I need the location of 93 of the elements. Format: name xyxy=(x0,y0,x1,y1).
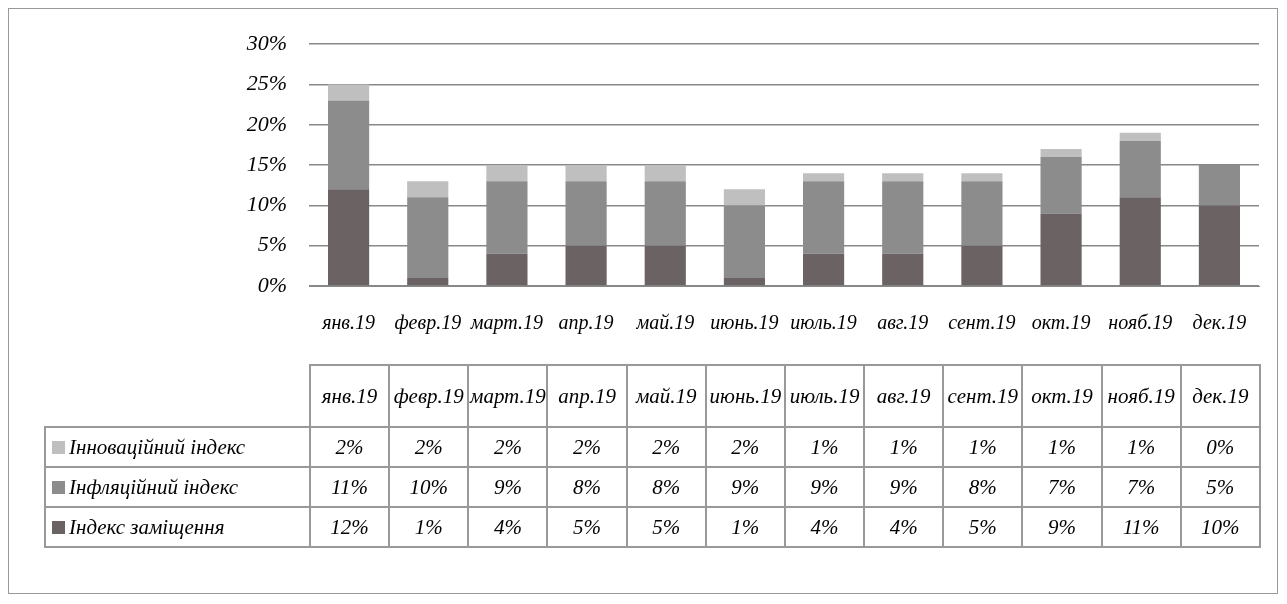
x-tick-label: дек.19 xyxy=(1192,311,1247,334)
data-label: 8% xyxy=(626,467,706,507)
bar xyxy=(1119,197,1161,286)
category-label: сент.19 xyxy=(947,384,1019,408)
y-tick-label: 0% xyxy=(257,271,287,297)
bar xyxy=(644,245,686,286)
legend-label: Інноваційний індекс xyxy=(69,434,246,459)
x-tick-label: авг.19 xyxy=(877,311,929,334)
data-label: 1% xyxy=(943,427,1023,467)
category-label: март.19 xyxy=(469,384,546,408)
data-label: 5% xyxy=(943,507,1023,547)
data-label: 7% xyxy=(1101,467,1181,507)
data-label: 1% xyxy=(705,507,785,547)
data-label: 1% xyxy=(1022,427,1102,467)
legend-label: Інфляційний індекс xyxy=(69,474,239,499)
data-label: 2% xyxy=(547,427,627,467)
data-label: 4% xyxy=(784,507,865,547)
category-label: июль.19 xyxy=(789,384,860,408)
y-tick-label: 10% xyxy=(246,191,287,217)
bar xyxy=(723,189,765,206)
data-label: 2% xyxy=(705,427,785,467)
category-label: окт.19 xyxy=(1031,384,1093,408)
bar xyxy=(407,277,449,286)
data-label: 5% xyxy=(1180,467,1260,507)
data-label: 2% xyxy=(310,427,390,467)
data-label: 12% xyxy=(310,507,390,547)
category-label: нояб.19 xyxy=(1107,384,1175,408)
x-tick-label: апр.19 xyxy=(558,311,614,335)
category-label: дек.19 xyxy=(1192,384,1249,408)
bar xyxy=(723,277,765,286)
y-tick-label: 30% xyxy=(245,29,287,55)
category-label: янв.19 xyxy=(321,384,378,408)
category-label: февр.19 xyxy=(393,384,464,408)
data-label: 10% xyxy=(389,467,469,507)
bar xyxy=(328,189,370,286)
category-label: июнь.19 xyxy=(709,384,782,408)
bar xyxy=(486,253,528,286)
bar xyxy=(961,173,1003,182)
bar xyxy=(1119,132,1161,141)
data-label: 8% xyxy=(943,467,1023,507)
data-label: 9% xyxy=(468,467,548,507)
data-label: 4% xyxy=(468,507,548,547)
bar xyxy=(803,173,845,182)
x-tick-label: янв.19 xyxy=(321,311,376,334)
bar xyxy=(565,165,607,182)
x-tick-label: июль.19 xyxy=(790,311,857,334)
y-tick-label: 5% xyxy=(257,231,287,257)
bar xyxy=(961,245,1003,286)
bar xyxy=(644,165,686,182)
data-label: 9% xyxy=(705,467,785,507)
data-label: 2% xyxy=(389,427,469,467)
data-label: 1% xyxy=(784,427,865,467)
x-tick-label: май.19 xyxy=(635,311,695,334)
data-label: 9% xyxy=(784,467,865,507)
x-tick-label: февр.19 xyxy=(394,311,462,335)
data-label: 9% xyxy=(864,467,944,507)
y-tick-label: 15% xyxy=(246,150,287,176)
x-tick-label: июнь.19 xyxy=(710,311,779,334)
data-label: 10% xyxy=(1180,507,1260,547)
data-label: 1% xyxy=(389,507,469,547)
data-label: 5% xyxy=(547,507,627,547)
data-label: 5% xyxy=(626,507,706,547)
x-tick-label: нояб.19 xyxy=(1108,311,1173,334)
y-tick-label: 25% xyxy=(246,70,287,96)
bar xyxy=(803,253,845,286)
data-label: 8% xyxy=(547,467,627,507)
data-label: 11% xyxy=(1101,507,1181,547)
category-label: авг.19 xyxy=(876,384,931,408)
data-label: 0% xyxy=(1180,427,1260,467)
bar xyxy=(1040,213,1082,286)
data-label: 9% xyxy=(1022,507,1102,547)
data-label: 4% xyxy=(864,507,944,547)
data-label: 11% xyxy=(310,467,390,507)
data-label: 1% xyxy=(1101,427,1181,467)
x-tick-label: сент.19 xyxy=(948,311,1016,334)
bar xyxy=(407,181,449,198)
data-label: 1% xyxy=(864,427,944,467)
bar xyxy=(486,165,528,182)
data-label: 2% xyxy=(468,427,548,467)
data-label: 2% xyxy=(626,427,706,467)
legend-label: Індекс заміщення xyxy=(69,514,225,539)
bar xyxy=(565,245,607,286)
bar xyxy=(1198,205,1240,286)
x-tick-label: окт.19 xyxy=(1031,311,1091,334)
bar xyxy=(328,84,370,101)
category-label: апр.19 xyxy=(558,384,616,408)
bar xyxy=(1040,148,1082,158)
bar xyxy=(882,253,924,286)
x-tick-label: март.19 xyxy=(469,311,544,335)
data-label: 7% xyxy=(1022,467,1102,507)
bar xyxy=(882,173,924,182)
y-tick-label: 20% xyxy=(246,110,287,136)
category-label: май.19 xyxy=(635,384,697,408)
